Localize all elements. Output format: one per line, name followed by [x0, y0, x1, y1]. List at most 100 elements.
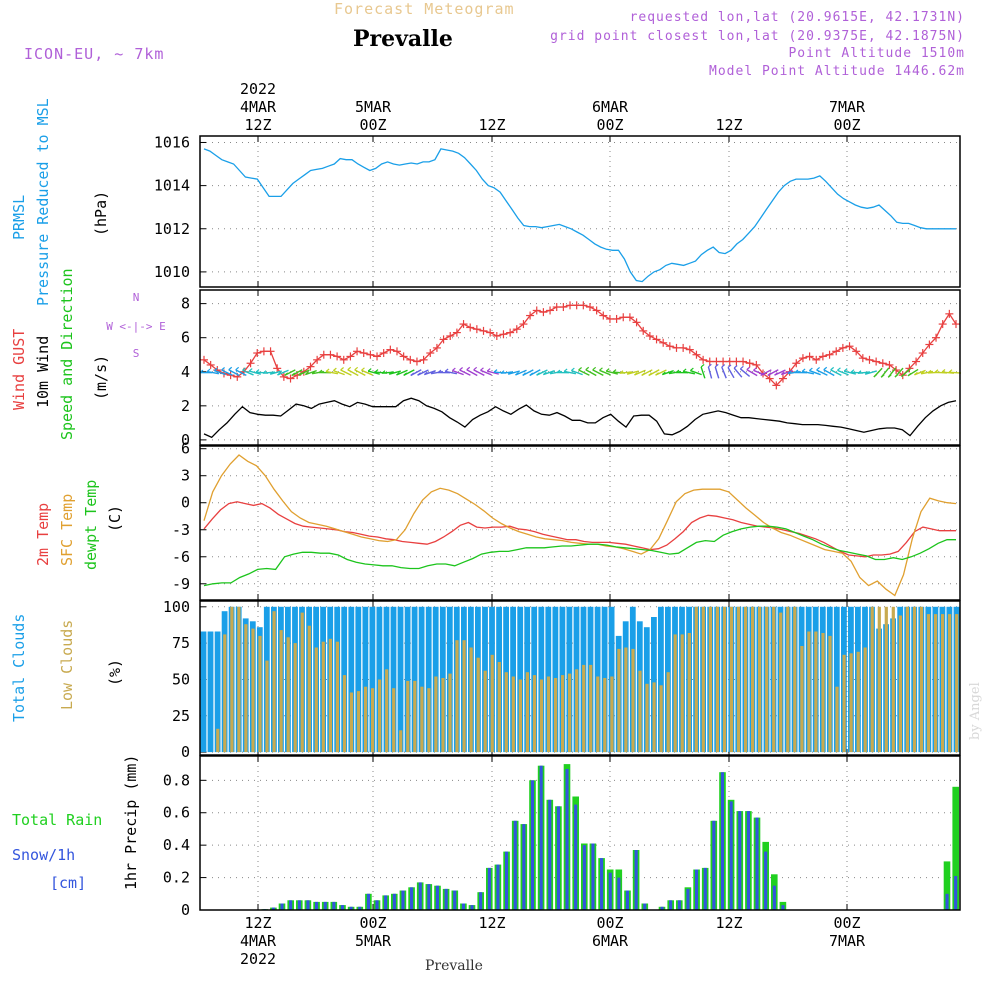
wind-dir-head-13	[291, 372, 296, 376]
snow-bar-51	[643, 903, 647, 910]
wind-dir-arrow-77	[739, 368, 751, 377]
wind-dir-head-31	[417, 372, 421, 376]
wind-dir-head-72	[708, 363, 712, 368]
snow-bar-47	[608, 872, 612, 910]
wind-dir-arrow-78	[746, 369, 758, 377]
wind-dir-arrow-71	[700, 366, 706, 379]
total-cloud-bar-24	[369, 606, 376, 753]
total-cloud-bar-23	[362, 606, 369, 753]
wind-dir-arrow-107	[948, 371, 962, 374]
snow-bar-35	[505, 851, 509, 910]
total-cloud-bar-2	[214, 631, 221, 753]
snow-bar-48	[617, 877, 621, 910]
total-cloud-bar-21	[348, 606, 355, 753]
wind-dir-head-96	[873, 373, 878, 378]
wind-dir-head-65	[655, 372, 659, 376]
wind-dir-head-3	[221, 367, 225, 371]
wind-dir-head-25	[374, 369, 379, 373]
snow-bar-11	[297, 900, 301, 910]
ytick-label-4-0: 0	[181, 901, 190, 919]
low-cloud-bar-62	[638, 670, 642, 753]
wind-dir-head-90	[830, 366, 835, 371]
cloud-label-unit: (%)	[106, 659, 124, 686]
wind-dir-head-66	[661, 371, 666, 375]
low-cloud-bar-99	[898, 615, 902, 753]
wind-dir-head-106	[941, 369, 946, 373]
wind-dir-head-76	[733, 365, 738, 369]
low-cloud-bar-16	[314, 647, 318, 753]
ytick-label-1-4: 8	[181, 295, 190, 313]
wind-dir-arrow-95	[865, 370, 877, 375]
wind-dir-head-7	[248, 368, 253, 372]
snow-bar-10	[289, 900, 293, 910]
wind-dir-head-40	[480, 367, 484, 371]
cloud-label-low: Low Clouds	[58, 620, 76, 710]
wind-dir-arrow-10	[270, 370, 282, 375]
wind-dir-head-56	[592, 366, 597, 371]
top-time-label-0-0: 2022	[240, 80, 276, 98]
top-time-label-1-0: 5MAR	[355, 98, 392, 116]
snow-bar-41	[556, 806, 560, 910]
wind-dir-head-103	[920, 370, 925, 375]
ytick-label-3-2: 50	[172, 670, 190, 688]
total-cloud-bar-45	[517, 606, 524, 753]
low-cloud-bar-74	[722, 606, 727, 753]
snow-bar-62	[738, 811, 742, 910]
low-cloud-bar-41	[490, 654, 494, 753]
wind-dir-head-104	[927, 369, 932, 374]
wind-dir-head-92	[843, 368, 848, 372]
low-cloud-bar-28	[399, 730, 403, 753]
low-cloud-bar-36	[455, 640, 459, 753]
low-cloud-bar-7	[251, 628, 255, 753]
wind-dir-arrow-1	[206, 370, 220, 375]
low-cloud-bar-66	[666, 672, 670, 753]
bottom-time-label-0-0: 12Z	[244, 914, 271, 932]
low-cloud-bar-79	[758, 606, 762, 753]
low-cloud-bar-90	[835, 686, 839, 753]
temp-line-0	[203, 501, 956, 558]
low-cloud-bar-22	[356, 691, 361, 753]
wind-dir-arrow-2	[214, 369, 226, 376]
low-cloud-bar-63	[645, 683, 649, 753]
wind-label-10m: 10m Wind	[34, 336, 52, 408]
wind-dir-head-82	[774, 372, 778, 376]
snow-bar-40	[548, 799, 552, 910]
snow-bar-22	[392, 893, 396, 910]
snow-bar-42	[565, 769, 569, 910]
wind-dir-arrow-4	[228, 369, 240, 377]
top-time-label-3-1: 00Z	[596, 116, 623, 134]
low-cloud-bar-3	[223, 634, 227, 753]
low-cloud-bar-26	[385, 669, 389, 753]
snow-bar-18	[358, 906, 362, 910]
wind-dir-head-102	[914, 371, 918, 376]
wind-dir-head-43	[500, 370, 505, 374]
low-cloud-bar-35	[448, 673, 452, 753]
snow-bar-13	[315, 901, 319, 910]
wind-dir-head-18	[325, 368, 330, 372]
compass-we: W <-|-> E	[106, 320, 166, 333]
snow-bar-50	[634, 850, 638, 910]
top-time-label-5-1: 00Z	[833, 116, 860, 134]
wind-dir-head-91	[837, 367, 841, 371]
wind-dir-head-67	[668, 370, 673, 375]
wind-dir-head-35	[444, 368, 449, 372]
bottom-time-label-5-0: 00Z	[833, 914, 860, 932]
wind-dir-head-101	[907, 372, 912, 377]
wind-dir-head-75	[727, 364, 732, 368]
wind-dir-head-17	[318, 369, 323, 374]
low-cloud-bar-93	[856, 651, 860, 752]
wind-dir-head-44	[507, 371, 512, 375]
wind-label-speed-dir: Speed and Direction	[58, 268, 76, 440]
wind-dir-head-52	[563, 368, 568, 372]
snow-bar-14	[323, 901, 327, 910]
total-cloud-bar-0	[200, 631, 207, 753]
wind-dir-head-29	[403, 372, 408, 376]
wind-dir-head-86	[801, 368, 806, 372]
wind-dir-arrow-39	[473, 369, 485, 376]
wind-dir-arrow-69	[682, 370, 696, 375]
snow-bar-38	[530, 780, 534, 910]
ytick-label-2-0: -9	[172, 575, 190, 593]
total-cloud-bar-32	[425, 606, 432, 753]
wind-dir-head-84	[787, 370, 792, 375]
top-time-label-4-0: 12Z	[715, 116, 742, 134]
